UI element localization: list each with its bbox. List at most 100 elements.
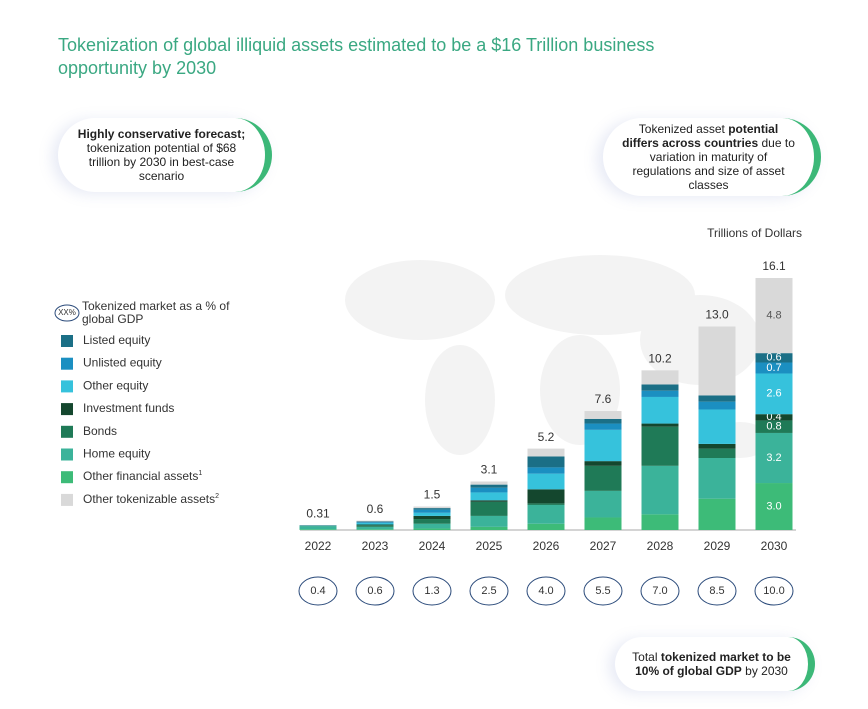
x-tick-label: 2023 bbox=[362, 539, 389, 553]
segment-label: 3.2 bbox=[766, 452, 781, 464]
bar-segment bbox=[413, 515, 451, 520]
segment-label: 0.4 bbox=[766, 411, 781, 423]
segment-label: 0.8 bbox=[766, 421, 781, 433]
bar-segment bbox=[413, 519, 451, 524]
gdp-label: 4.0 bbox=[538, 585, 553, 597]
bar-segment bbox=[527, 489, 565, 504]
callout-part: due to variation in maturity of regulati… bbox=[632, 136, 799, 192]
legend-name: Unlisted equity bbox=[83, 356, 162, 370]
legend-name: Bonds bbox=[83, 424, 117, 438]
total-label: 7.6 bbox=[595, 392, 612, 406]
bar-segment bbox=[527, 523, 565, 530]
bar-segment bbox=[641, 465, 679, 515]
bar-segment bbox=[527, 473, 565, 490]
bar-segment bbox=[698, 395, 736, 402]
bar-segment bbox=[470, 487, 508, 493]
bar-segment bbox=[356, 526, 394, 530]
total-label: 0.6 bbox=[367, 502, 384, 516]
segment-label: 2.6 bbox=[766, 388, 781, 400]
gdp-label: 10.0 bbox=[763, 585, 784, 597]
x-tick-label: 2022 bbox=[305, 539, 332, 553]
legend-name: Other tokenizable assets bbox=[83, 492, 215, 506]
gdp-label: 0.6 bbox=[367, 585, 382, 597]
bar-segment bbox=[470, 484, 508, 488]
bar-segment bbox=[641, 396, 679, 424]
gdp-badge bbox=[412, 576, 452, 606]
callout-text: Highly conservative forecast; tokenizati… bbox=[74, 127, 249, 183]
legend-label: Other financial assets1 bbox=[83, 469, 202, 483]
bar-segment bbox=[755, 278, 793, 354]
bar-segment bbox=[356, 521, 394, 523]
gdp-legend-icon bbox=[54, 304, 80, 322]
chart-title: Tokenization of global illiquid assets e… bbox=[58, 35, 655, 78]
bar-segment bbox=[470, 526, 508, 530]
bar-segment bbox=[755, 420, 793, 433]
x-tick-label: 2027 bbox=[590, 539, 617, 553]
bar-segment bbox=[356, 522, 394, 525]
bar-segment bbox=[299, 526, 337, 530]
bar-segment bbox=[698, 458, 736, 499]
bar-segment bbox=[641, 390, 679, 397]
segment-label: 4.8 bbox=[766, 309, 781, 321]
bar-segment bbox=[584, 465, 622, 491]
bar-segment bbox=[527, 503, 565, 505]
callout-part: Total bbox=[632, 650, 661, 664]
legend-name: Listed equity bbox=[83, 333, 150, 347]
bar-segment bbox=[470, 481, 508, 485]
callout: Total tokenized market to be 10% of glob… bbox=[615, 637, 815, 691]
legend-footnote: 2 bbox=[215, 493, 219, 500]
segment-label: 3.0 bbox=[766, 500, 781, 512]
legend-swatch bbox=[61, 380, 73, 393]
x-tick-label: 2024 bbox=[419, 539, 446, 553]
total-label: 0.31 bbox=[306, 506, 330, 520]
callout-part: potential differs across countries bbox=[622, 122, 782, 150]
bar-segment bbox=[755, 483, 793, 530]
segment-label: 0.6 bbox=[766, 352, 781, 364]
legend-label: Listed equity bbox=[83, 333, 150, 347]
bar-segment bbox=[584, 411, 622, 419]
bar-segment bbox=[584, 429, 622, 462]
bar-segment bbox=[470, 501, 508, 516]
x-tick-label: 2029 bbox=[704, 539, 731, 553]
bar-segment bbox=[413, 508, 451, 510]
callout-part: Tokenized asset bbox=[638, 122, 729, 136]
bar-segment bbox=[755, 432, 793, 484]
legend-swatch bbox=[61, 425, 73, 438]
legend-swatch bbox=[61, 357, 73, 370]
total-label: 10.2 bbox=[648, 352, 672, 366]
x-tick-label: 2028 bbox=[647, 539, 674, 553]
legend-label: Other tokenizable assets2 bbox=[83, 492, 219, 506]
gdp-legend-label: Tokenized market as a % of global GDP bbox=[82, 300, 230, 326]
callout-text: Tokenized asset potential differs across… bbox=[619, 122, 798, 192]
bar-segment bbox=[698, 401, 736, 410]
bar-segment bbox=[356, 524, 394, 526]
gdp-label: 8.5 bbox=[709, 585, 724, 597]
bar-segment bbox=[470, 500, 508, 502]
bar-segment bbox=[584, 517, 622, 530]
gdp-badge bbox=[469, 576, 509, 606]
bar-segment bbox=[755, 414, 793, 421]
bar-segment bbox=[470, 492, 508, 501]
bar-segment bbox=[356, 529, 394, 530]
bar-segment bbox=[641, 370, 679, 385]
gdp-badge bbox=[526, 576, 566, 606]
legend-name: Investment funds bbox=[83, 401, 174, 415]
x-tick-label: 2026 bbox=[533, 539, 560, 553]
bar-segment bbox=[698, 448, 736, 458]
bar-segment bbox=[698, 443, 736, 449]
bar-segment bbox=[755, 373, 793, 415]
gdp-badge bbox=[754, 576, 794, 606]
bar-segment bbox=[413, 506, 451, 509]
gdp-badge bbox=[298, 576, 338, 606]
legend-name: Home equity bbox=[83, 447, 150, 461]
gdp-label: 5.5 bbox=[595, 585, 610, 597]
total-label: 5.2 bbox=[538, 430, 555, 444]
bar-segment bbox=[698, 326, 736, 396]
legend-swatch bbox=[61, 335, 73, 347]
legend-label: Bonds bbox=[83, 424, 117, 438]
total-label: 1.5 bbox=[424, 488, 441, 502]
gdp-badge bbox=[355, 576, 395, 606]
bar-segment bbox=[356, 525, 394, 527]
